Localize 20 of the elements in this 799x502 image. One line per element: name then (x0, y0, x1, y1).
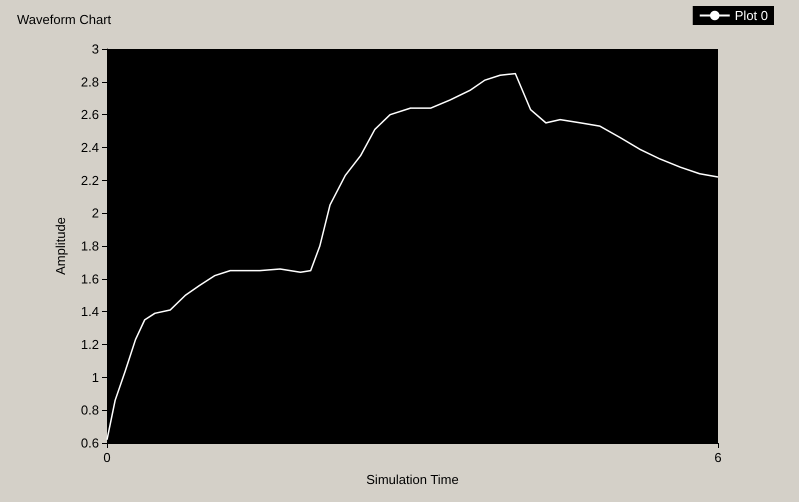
x-axis-title: Simulation Time (366, 472, 459, 487)
y-tick-label: 1.8 (80, 238, 99, 254)
y-tick-label: 0.8 (80, 402, 99, 418)
y-tick-label: 2.2 (80, 172, 99, 188)
chart-title: Waveform Chart (17, 12, 112, 27)
y-tick-label: 0.6 (80, 436, 99, 450)
y-tick-label: 2.6 (80, 107, 99, 122)
y-axis-title: Amplitude (53, 217, 68, 275)
y-tick-label: 2.8 (80, 74, 99, 90)
x-tick-label: 6 (714, 450, 722, 465)
line-series (106, 72, 719, 440)
legend-label: Plot 0 (734, 8, 768, 23)
y-tick-label: 2 (92, 206, 99, 221)
y-tick-label: 3 (92, 42, 99, 56)
y-tick-label: 1 (92, 370, 99, 385)
y-tick-label: 1.2 (80, 337, 99, 352)
y-tick-label: 1.6 (80, 271, 99, 286)
x-tick-label: 0 (103, 450, 111, 465)
y-tick-label: 2.4 (80, 140, 99, 155)
y-tick-label: 1.4 (80, 304, 99, 320)
